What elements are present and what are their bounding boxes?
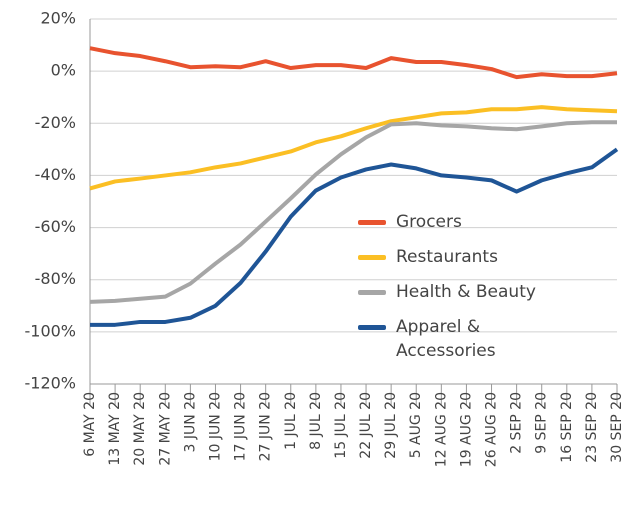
- y-tick-label: 20%: [40, 9, 76, 28]
- legend-item: Restaurants: [358, 245, 588, 269]
- series-line: [89, 105, 618, 191]
- x-tick-label: 1 JUL 20: [283, 392, 299, 450]
- legend-item: Health & Beauty: [358, 280, 588, 304]
- x-tick-label: 5 AUG 20: [408, 392, 424, 458]
- x-tick-label: 30 SEP 20: [609, 392, 625, 463]
- x-tick-label: 15 JUL 20: [333, 392, 349, 459]
- legend-swatch: [358, 220, 386, 225]
- x-tick-label: 12 AUG 20: [433, 392, 449, 467]
- y-tick-label: -100%: [24, 321, 76, 340]
- y-tick-label: -120%: [24, 374, 76, 393]
- legend-label: Restaurants: [396, 247, 498, 267]
- x-tick-label: 6 MAY 20: [82, 392, 98, 457]
- series-line: [90, 147, 619, 327]
- x-tick-label: 9 SEP 20: [534, 392, 550, 454]
- series-line: [89, 46, 618, 80]
- y-tick-label: -60%: [35, 217, 76, 236]
- legend-item: Apparel & Accessories: [358, 315, 588, 363]
- x-tick-label: 26 AUG 20: [484, 392, 500, 467]
- legend-label: Apparel & Accessories: [396, 317, 496, 361]
- legend: Grocers Restaurants Health & Beauty Apparel…: [358, 210, 588, 374]
- x-tick-label: 16 SEP 20: [559, 392, 575, 463]
- x-tick-label: 10 JUN 20: [207, 392, 223, 461]
- y-tick-label: 0%: [51, 61, 76, 80]
- x-tick-label: 23 SEP 20: [584, 392, 600, 463]
- x-tick-label: 20 MAY 20: [132, 392, 148, 466]
- x-tick-label: 27 MAY 20: [157, 392, 173, 466]
- y-tick-label: -20%: [35, 113, 76, 132]
- x-tick-label: 8 JUL 20: [308, 392, 324, 450]
- legend-label: Health & Beauty: [396, 282, 536, 302]
- legend-swatch: [358, 290, 386, 295]
- legend-label: Grocers: [396, 212, 462, 232]
- legend-swatch: [358, 325, 386, 330]
- x-tick-label: 17 JUN 20: [233, 392, 249, 461]
- x-tick-label: 27 JUN 20: [258, 392, 274, 461]
- x-tick-label: 22 JUL 20: [358, 392, 374, 459]
- x-tick-label: 13 MAY 20: [107, 392, 123, 466]
- x-tick-label: 29 JUL 20: [383, 392, 399, 459]
- series-line: [89, 120, 617, 304]
- y-tick-label: -40%: [35, 165, 76, 184]
- legend-swatch: [358, 255, 386, 260]
- y-tick-label: -80%: [35, 269, 76, 288]
- x-tick-label: 3 JUN 20: [182, 392, 198, 452]
- x-tick-label: 2 SEP 20: [509, 392, 525, 454]
- legend-item: Grocers: [358, 210, 588, 234]
- x-tick-label: 19 AUG 20: [458, 392, 474, 467]
